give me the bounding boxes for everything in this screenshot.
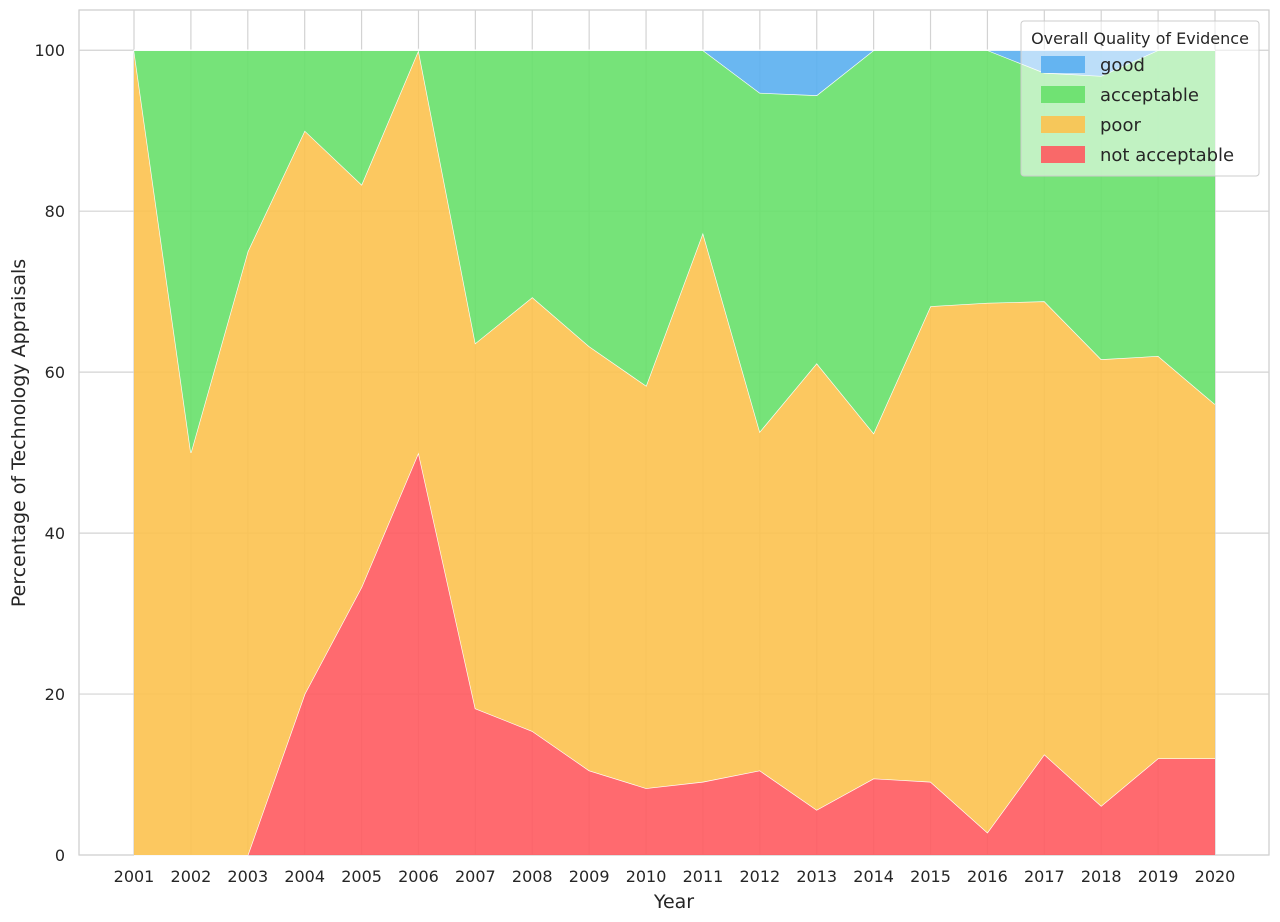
x-tick-label: 2017 — [1024, 867, 1065, 886]
legend-label: not acceptable — [1100, 145, 1234, 166]
y-tick-label: 100 — [34, 41, 65, 60]
legend-swatch-good — [1041, 56, 1085, 73]
x-tick-label: 2004 — [284, 867, 325, 886]
x-axis-label: Year — [653, 891, 694, 913]
x-tick-label: 2003 — [227, 867, 268, 886]
legend: Overall Quality of Evidence good acceptab… — [1020, 20, 1260, 177]
y-axis-label: Percentage of Technology Appraisals — [8, 259, 30, 607]
legend-label: good — [1100, 55, 1145, 76]
x-tick-label: 2014 — [853, 867, 894, 886]
legend-label: poor — [1100, 115, 1141, 136]
area-poor — [134, 50, 1215, 855]
x-tick-label: 2011 — [683, 867, 724, 886]
y-tick-label: 0 — [55, 846, 65, 865]
x-tick-label: 2010 — [626, 867, 667, 886]
legend-label: acceptable — [1100, 85, 1199, 106]
x-tick-label: 2013 — [796, 867, 837, 886]
legend-title: Overall Quality of Evidence — [1031, 29, 1249, 48]
x-tick-label: 2020 — [1195, 867, 1236, 886]
legend-swatch-poor — [1041, 116, 1085, 133]
y-tick-labels: 0 20 40 60 80 100 — [34, 41, 65, 865]
y-tick-label: 20 — [45, 685, 65, 704]
x-tick-label: 2005 — [341, 867, 382, 886]
x-tick-label: 2006 — [398, 867, 439, 886]
x-tick-label: 2016 — [967, 867, 1008, 886]
x-tick-label: 2001 — [114, 867, 155, 886]
y-tick-label: 40 — [45, 524, 65, 543]
x-tick-label: 2015 — [910, 867, 951, 886]
x-tick-label: 2012 — [739, 867, 780, 886]
x-tick-label: 2002 — [171, 867, 212, 886]
legend-swatch-not-acceptable — [1041, 146, 1085, 163]
area-edge-poor — [133, 47, 1216, 453]
x-tick-label: 2019 — [1138, 867, 1179, 886]
area-not-acceptable — [134, 452, 1215, 855]
x-tick-label: 2018 — [1081, 867, 1122, 886]
legend-swatch-acceptable — [1041, 86, 1085, 103]
x-tick-label: 2008 — [512, 867, 553, 886]
legend-entries: good acceptable poor not acceptable — [1041, 55, 1234, 166]
area-acceptable — [134, 50, 1215, 453]
y-tick-label: 60 — [45, 363, 65, 382]
x-tick-label: 2009 — [569, 867, 610, 886]
y-tick-label: 80 — [45, 202, 65, 221]
x-tick-labels: 2001 2002 2003 2004 2005 2006 2007 2008 2009 2010… — [114, 867, 1236, 886]
x-tick-label: 2007 — [455, 867, 496, 886]
